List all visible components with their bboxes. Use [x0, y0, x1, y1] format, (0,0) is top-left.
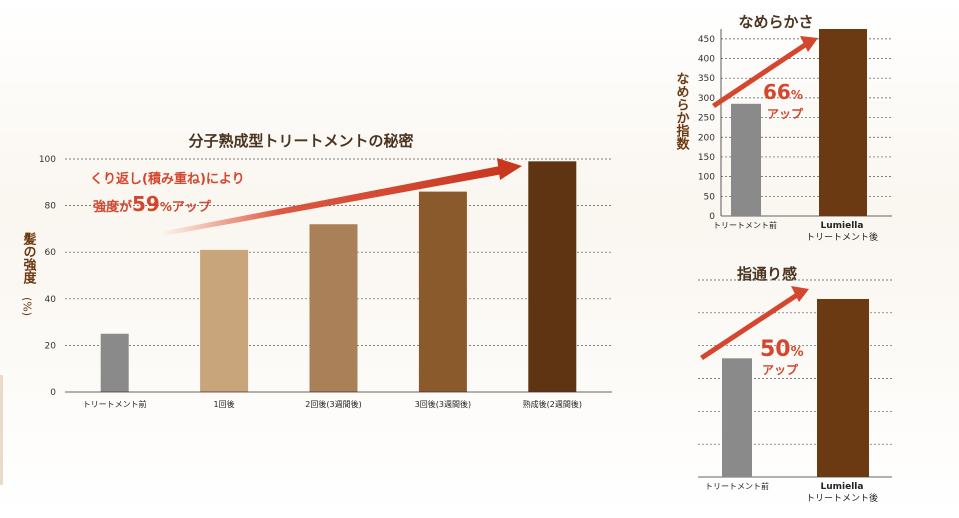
annotation-prefix: 強度が	[93, 199, 132, 215]
main-bar	[309, 224, 358, 392]
smoothness-y-ticks: 0 50 100 150 200 250 300 350 400 450	[698, 35, 715, 222]
smoothness-cat-after-line1: Lumiella	[821, 221, 864, 231]
main-category-label: 熟成後(2週間後)	[523, 399, 582, 409]
smoothness-y-label: なめらか指数	[674, 72, 690, 151]
smoothness-y-tick-label: 300	[698, 94, 715, 104]
smoothness-badge-value: 66	[763, 80, 791, 104]
finger-feel-bars	[722, 298, 869, 477]
main-bar	[528, 161, 577, 392]
finger-feel-badge-pct: %	[791, 345, 804, 360]
main-y-tick-label: 60	[45, 248, 57, 258]
smoothness-y-tick-label: 250	[698, 114, 715, 124]
smoothness-y-tick-label: 0	[709, 212, 715, 222]
smoothness-arrow	[712, 42, 808, 108]
main-y-tick-label: 100	[39, 155, 56, 165]
smoothness-badge-pct: %	[791, 88, 803, 102]
main-bar	[418, 191, 467, 392]
smoothness-y-tick-label: 350	[698, 74, 715, 84]
smoothness-cat-before: トリートメント前	[713, 220, 777, 230]
smoothness-y-tick-label: 100	[698, 173, 715, 183]
smoothness-arrowhead	[800, 36, 818, 52]
left-edge-strip	[0, 375, 3, 485]
smoothness-y-tick-label: 200	[698, 133, 715, 143]
main-bars	[100, 161, 577, 392]
main-annotation-line2: 強度が59%アップ	[93, 192, 212, 216]
smoothness-y-tick-label: 400	[698, 55, 715, 65]
main-y-label: 髪の強度	[21, 231, 38, 285]
annotation-pct: %	[160, 200, 172, 214]
smoothness-title: なめらかさ	[738, 13, 813, 31]
smoothness-y-tick-label: 450	[698, 35, 715, 45]
finger-feel-badge-suffix: アップ	[762, 362, 799, 377]
main-y-tick-label: 20	[45, 341, 57, 351]
finger-feel-badge-value: 50	[760, 337, 791, 362]
main-y-tick-label: 80	[45, 202, 57, 212]
smoothness-y-tick-label: 150	[698, 153, 715, 163]
main-y-label-unit: (%)	[21, 297, 34, 316]
main-category-label: 2回後(3週間後)	[305, 399, 361, 409]
main-category-labels: トリートメント前 1回後 2回後(3週間後) 3回後(3週間後) 熟成後(2週間後)	[83, 399, 582, 409]
finger-feel-cat-after-line2: トリートメント後	[806, 492, 878, 504]
finger-feel-cat-after-line1: Lumiella	[821, 482, 864, 492]
finger-feel-arrowhead	[791, 286, 809, 302]
smoothness-badge: 66%	[763, 80, 803, 104]
smoothness-bars	[731, 29, 867, 216]
finger-feel-cat-before: トリートメント前	[705, 481, 769, 491]
main-y-tick-label: 0	[50, 388, 56, 398]
smoothness-y-tick-label: 50	[704, 192, 716, 202]
main-bar	[100, 333, 129, 392]
main-annotation-line1: くり返し(積み重ね)により	[90, 171, 245, 187]
finger-feel-bar	[817, 298, 869, 477]
finger-feel-title: 指通り感	[737, 265, 797, 283]
main-chart-title: 分子熟成型トリートメントの秘密	[188, 132, 413, 150]
main-y-ticks: 0 20 40 60 80 100	[39, 155, 56, 398]
smoothness-bar	[731, 103, 761, 216]
smoothness-bar	[819, 29, 867, 216]
main-category-label: 1回後	[214, 399, 235, 409]
finger-feel-badge: 50%	[760, 337, 804, 362]
smoothness-badge-suffix: アップ	[767, 106, 804, 121]
smoothness-cat-after-line2: トリートメント後	[806, 231, 878, 243]
annotation-value: 59	[132, 192, 160, 216]
main-trend-arrowhead	[497, 158, 522, 180]
main-bar	[200, 249, 249, 392]
main-category-label: トリートメント前	[83, 399, 147, 409]
main-trend-arrow	[160, 166, 503, 236]
finger-feel-bar	[722, 358, 752, 477]
annotation-suffix: アップ	[172, 200, 212, 215]
main-y-tick-label: 40	[45, 295, 57, 305]
finger-feel-arrow	[700, 292, 800, 360]
main-category-label: 3回後(3週間後)	[415, 399, 471, 409]
